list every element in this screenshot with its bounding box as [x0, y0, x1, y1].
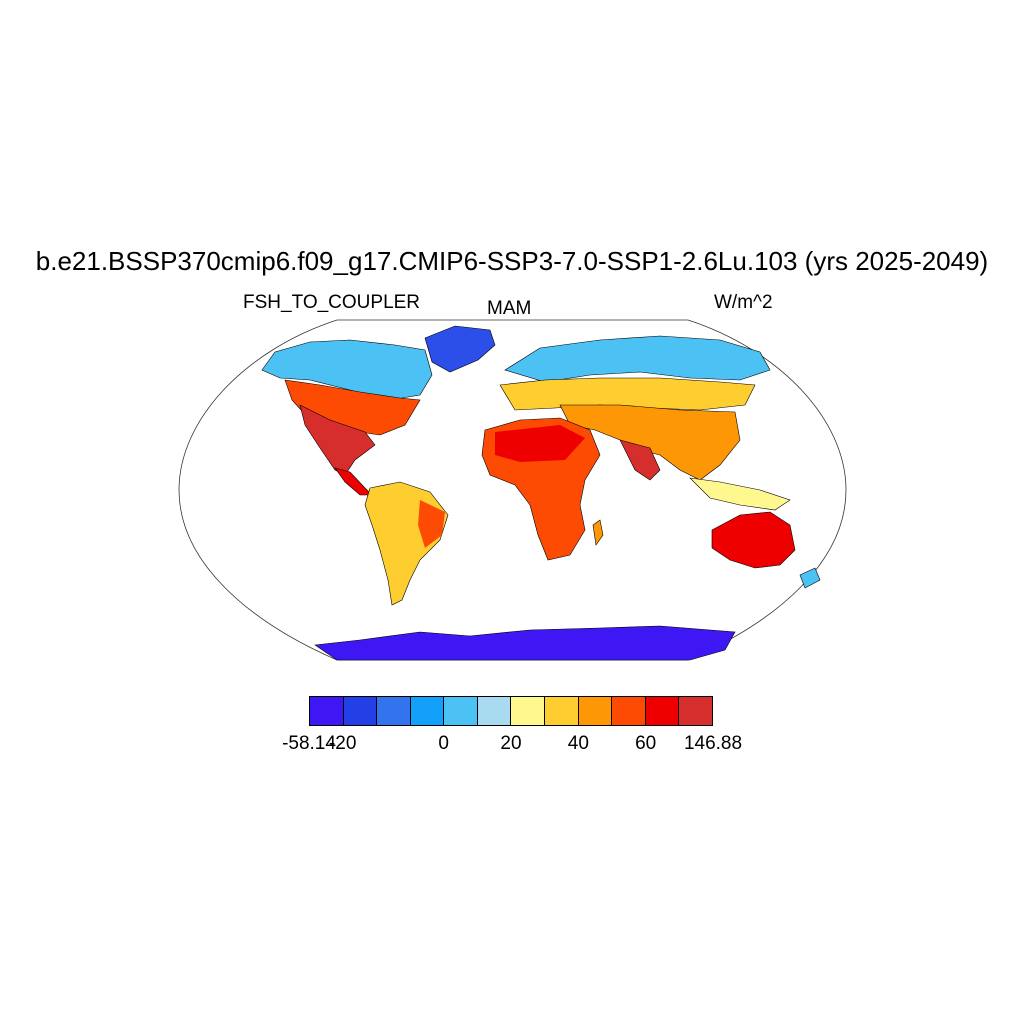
colorbar-label: 60: [635, 733, 657, 754]
north-america-north: [261, 339, 433, 401]
units-label: W/m^2: [714, 292, 773, 313]
colorbar-labels: -58.14 -20 0 20 40 60 146.88: [0, 733, 1024, 757]
colorbar-label: 20: [500, 733, 522, 754]
colorbar-box: [444, 697, 478, 725]
madagascar: [592, 519, 604, 546]
south-america-east: [418, 500, 445, 548]
new-zealand: [799, 567, 821, 589]
colorbar-label: -20: [328, 733, 357, 754]
indonesia: [689, 477, 791, 511]
south-asia: [619, 439, 661, 481]
colorbar-label: 40: [567, 733, 589, 754]
colorbar-box: [645, 697, 680, 725]
north-america-south: [299, 404, 376, 476]
colorbar-label: -58.14: [282, 733, 336, 754]
variable-name: FSH_TO_COUPLER: [243, 292, 421, 313]
eurasia-north: [504, 335, 771, 383]
colorbar-box: [612, 697, 646, 725]
colorbar-box: [578, 697, 613, 725]
colorbar-box: [477, 697, 512, 725]
colorbar-box: [545, 697, 579, 725]
australia: [711, 511, 796, 569]
greenland: [424, 325, 496, 373]
eurasia-mid: [499, 377, 756, 411]
colorbar-label: 0: [438, 733, 449, 754]
colorbar-label: 146.88: [683, 733, 743, 754]
colorbar: [309, 696, 713, 726]
colorbar-box: [310, 697, 344, 725]
colorbar-box: [343, 697, 378, 725]
figure-title: b.e21.BSSP370cmip6.f09_g17.CMIP6-SSP3-7.…: [35, 246, 989, 276]
colorbar-box: [377, 697, 411, 725]
colorbar-box: [511, 697, 546, 725]
colorbar-box: [410, 697, 445, 725]
colorbar-box: [679, 697, 712, 725]
asia-south: [559, 404, 741, 481]
antarctica: [314, 625, 736, 661]
season-label: MAM: [487, 298, 532, 319]
sahara: [495, 425, 585, 462]
